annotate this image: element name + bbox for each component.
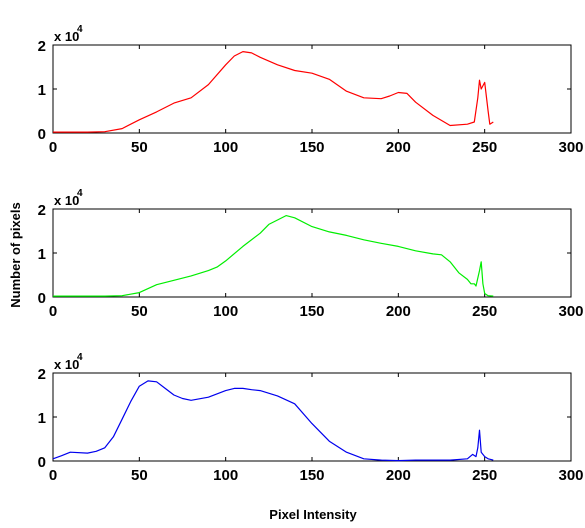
x-tick-label: 200 xyxy=(386,139,411,156)
y-tick-label: 0 xyxy=(38,290,46,307)
x-tick-label: 100 xyxy=(213,467,238,484)
y-multiplier: x 10 xyxy=(54,193,79,208)
series-line-1 xyxy=(53,50,494,133)
x-tick-label: 300 xyxy=(558,467,583,484)
x-tick-label: 250 xyxy=(472,139,497,156)
x-tick-label: 100 xyxy=(213,303,238,320)
y-tick-label: 2 xyxy=(38,366,46,383)
y-axis-title: Number of pixels xyxy=(8,202,23,307)
x-tick-label: 250 xyxy=(472,467,497,484)
x-tick-label: 300 xyxy=(558,303,583,320)
x-tick-label: 250 xyxy=(472,303,497,320)
y-tick-label: 1 xyxy=(38,246,46,263)
x-tick-label: 50 xyxy=(131,467,148,484)
plot-frame xyxy=(52,372,572,462)
x-tick-label: 300 xyxy=(558,139,583,156)
y-tick-label: 1 xyxy=(38,410,46,427)
y-tick-label: 0 xyxy=(38,454,46,471)
y-multiplier-exponent: 4 xyxy=(77,24,83,35)
x-axis-title: Pixel Intensity xyxy=(269,507,357,522)
x-tick-label: 150 xyxy=(299,467,324,484)
y-tick-label: 1 xyxy=(38,82,46,99)
y-multiplier-exponent: 4 xyxy=(77,188,83,199)
x-tick-label: 0 xyxy=(49,467,57,484)
panel-3: 0 50 100 150 200 250 300 0 1 2 x 104 xyxy=(38,352,584,484)
x-tick-label: 0 xyxy=(49,303,57,320)
plot-frame xyxy=(52,208,572,298)
x-tick-label: 50 xyxy=(131,139,148,156)
x-tick-label: 50 xyxy=(131,303,148,320)
y-tick-label: 2 xyxy=(38,38,46,55)
x-tick-label: 0 xyxy=(49,139,57,156)
y-multiplier: x 10 xyxy=(54,29,79,44)
x-tick-label: 150 xyxy=(299,139,324,156)
x-tick-label: 150 xyxy=(299,303,324,320)
y-tick-label: 0 xyxy=(38,126,46,143)
series-line-3 xyxy=(52,380,494,462)
panel-2: 0 50 100 150 200 250 300 0 1 2 x 104 xyxy=(38,188,584,320)
y-tick-label: 2 xyxy=(38,202,46,219)
x-tick-label: 100 xyxy=(213,139,238,156)
y-multiplier: x 10 xyxy=(54,357,79,372)
x-tick-label: 200 xyxy=(386,303,411,320)
y-multiplier-exponent: 4 xyxy=(77,352,83,363)
series-line-2 xyxy=(53,215,494,297)
x-tick-label: 200 xyxy=(386,467,411,484)
panel-1: 0 50 100 150 200 250 300 0 1 2 x 104 xyxy=(38,24,584,156)
plot-frame xyxy=(52,44,572,134)
